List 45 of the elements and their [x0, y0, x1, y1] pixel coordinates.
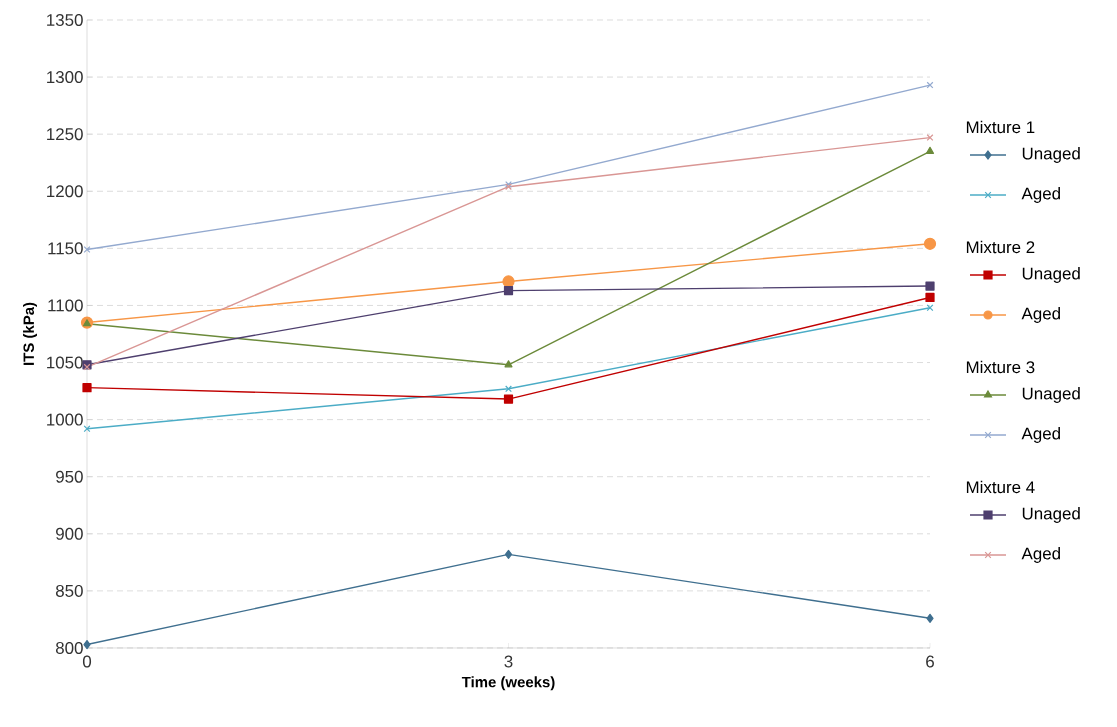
text: Mixture 2: [966, 240, 1035, 254]
legend-label: Unaged: [1022, 387, 1080, 403]
point: [925, 281, 935, 291]
x-axis-title: Time (weeks): [461, 676, 555, 691]
text: Mixture 4: [966, 480, 1035, 494]
point: [83, 246, 91, 253]
point: [925, 146, 935, 154]
point: [83, 639, 91, 650]
point: [82, 383, 92, 393]
point: [925, 292, 935, 303]
point: [83, 425, 91, 433]
y-tick-label: 900: [56, 527, 83, 540]
point: [926, 613, 934, 623]
point: [926, 304, 934, 312]
legend-label: Aged: [1021, 547, 1060, 563]
y-tick-label: 800: [55, 641, 83, 654]
y-tick-label: 1200: [47, 185, 83, 198]
y-tick-label: 1350: [47, 13, 83, 26]
text: Mixture 1: [966, 120, 1035, 134]
point: [923, 237, 937, 250]
y-tick-label: 1250: [47, 128, 83, 141]
x-tick-label: 6: [926, 655, 934, 668]
point: [504, 549, 513, 559]
y-tick-label: 1150: [48, 242, 83, 255]
point: [503, 394, 514, 404]
legend-label: Unaged: [1022, 507, 1080, 523]
y-tick-label: 850: [55, 584, 83, 597]
text: Mixture 3: [966, 360, 1035, 374]
y-tick-label: 1100: [48, 299, 83, 312]
x-tick-label: 0: [82, 655, 92, 668]
legend-label: Aged: [1021, 427, 1060, 443]
point: [505, 385, 512, 393]
y-tick-label: 1300: [47, 71, 83, 84]
point: [926, 134, 934, 142]
legend-label: Unaged: [1022, 147, 1080, 163]
legend-label: Unaged: [1022, 267, 1080, 283]
x-tick-label: 3: [504, 655, 513, 668]
y-axis-title: ITS (kPa): [23, 302, 37, 365]
y-tick-label: 1050: [47, 356, 83, 369]
y-tick-label: 950: [56, 470, 83, 483]
point: [504, 360, 513, 368]
legend-label: Aged: [1021, 307, 1060, 323]
point: [503, 286, 514, 296]
legend-label: Aged: [1021, 187, 1060, 203]
y-tick-label: 1000: [47, 413, 83, 426]
